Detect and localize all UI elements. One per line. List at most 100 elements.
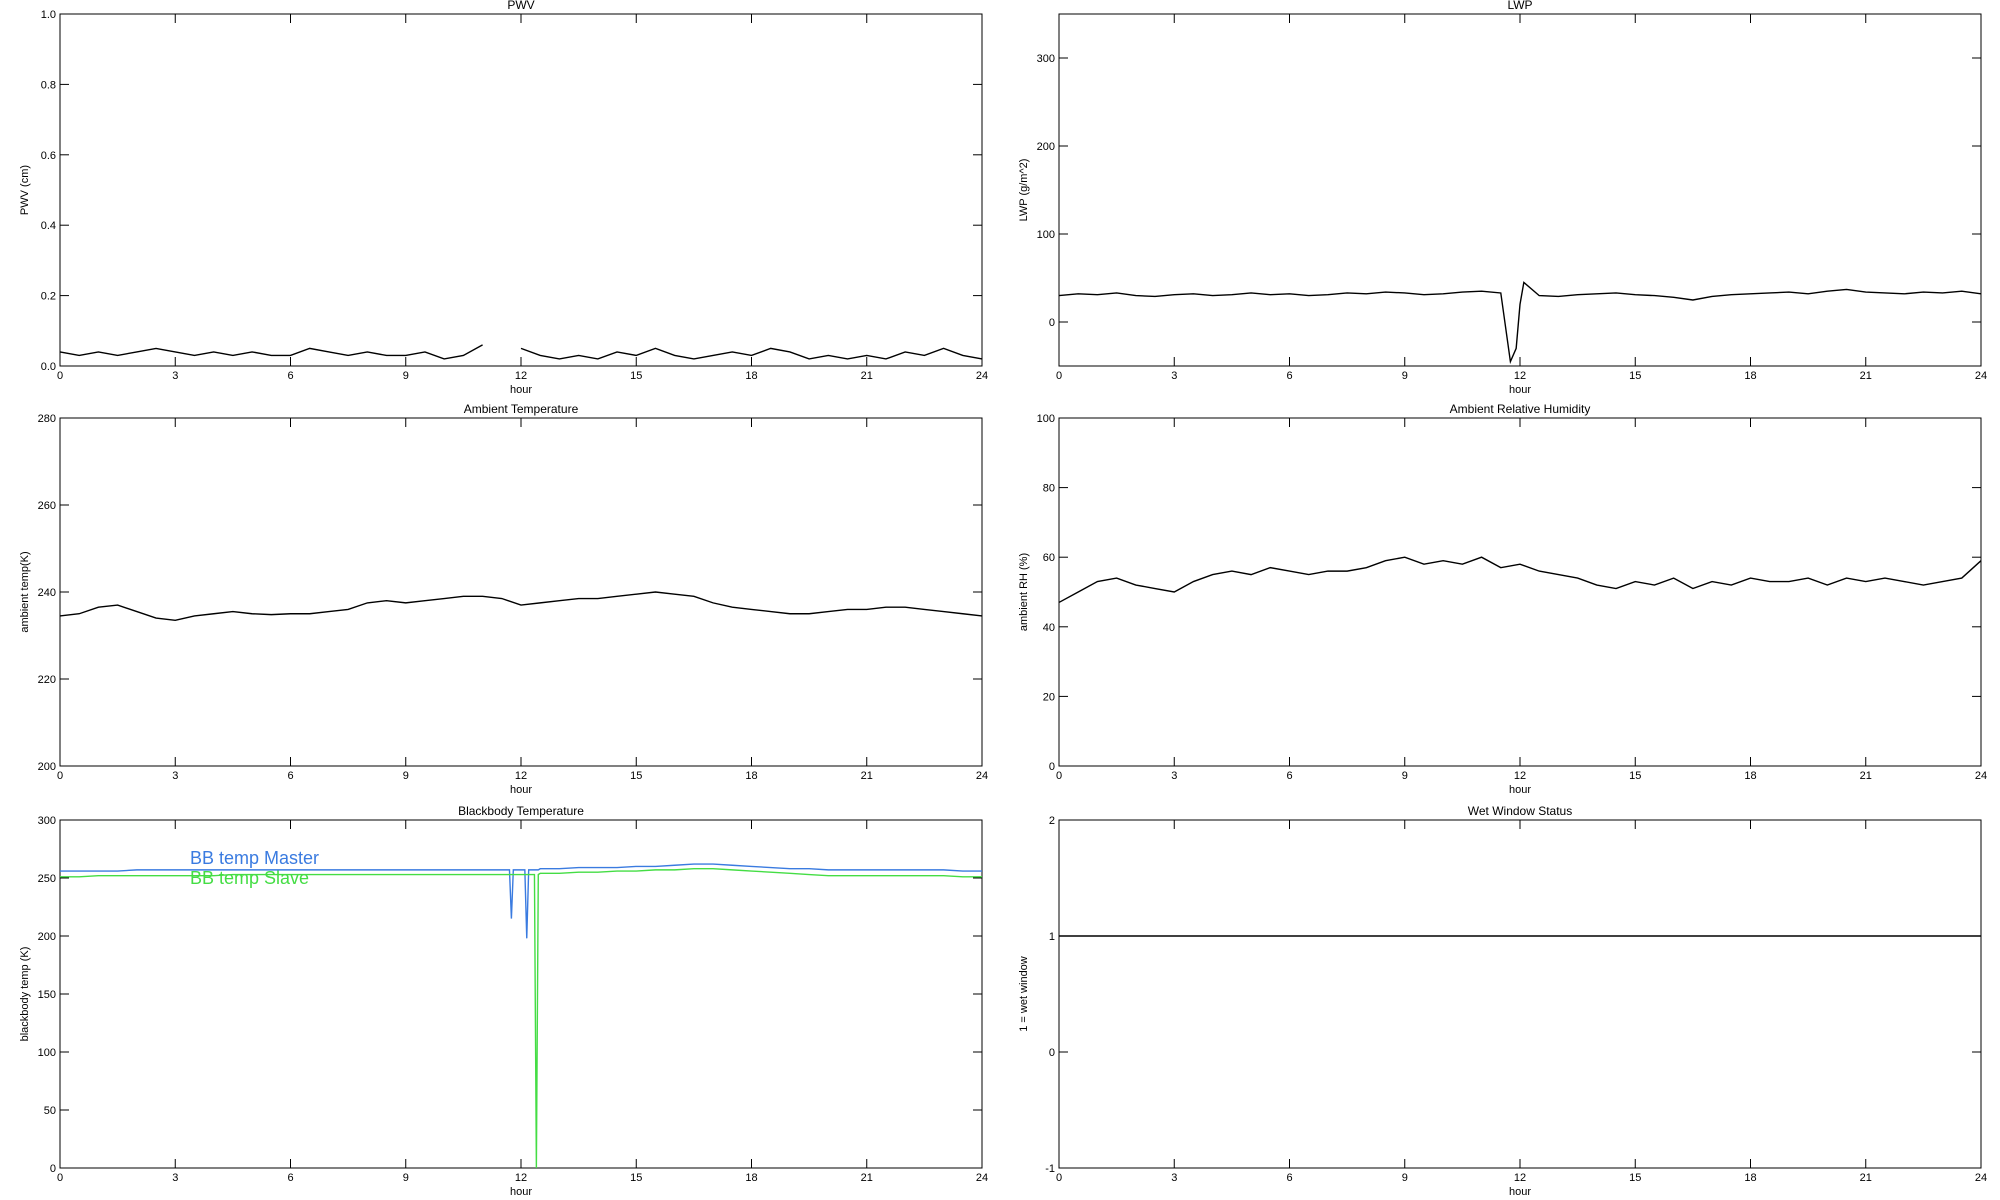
x-tick-label: 0 <box>1056 370 1062 382</box>
y-tick-label: 300 <box>38 815 56 827</box>
y-tick-label: 0.0 <box>41 361 56 373</box>
x-tick-label: 12 <box>515 1172 527 1184</box>
x-tick-label: 18 <box>1744 370 1756 382</box>
x-tick-label: 21 <box>861 370 873 382</box>
y-tick-label: 240 <box>38 587 56 599</box>
x-tick-label: 6 <box>287 770 293 782</box>
y-axis-label: PWV (cm) <box>19 165 31 215</box>
x-tick-label: 3 <box>1171 370 1177 382</box>
y-tick-label: 80 <box>1043 483 1055 495</box>
x-tick-label: 18 <box>1744 1172 1756 1184</box>
x-tick-label: 24 <box>976 770 988 782</box>
y-tick-label: 60 <box>1043 552 1055 564</box>
x-tick-label: 12 <box>515 770 527 782</box>
y-tick-label: 1 <box>1049 931 1055 943</box>
plot-frame <box>1058 417 1982 767</box>
data-line <box>59 344 983 360</box>
plot-frame <box>1058 819 1982 1169</box>
x-tick-label: 6 <box>287 370 293 382</box>
x-tick-label: 6 <box>1286 370 1292 382</box>
x-tick-label: 24 <box>1975 770 1987 782</box>
y-tick-label: 200 <box>1037 141 1055 153</box>
y-tick-label: 0.6 <box>41 150 56 162</box>
chart-panel: Blackbody Temperature hour blackbody temp … <box>19 804 988 1198</box>
y-tick-label: 250 <box>38 873 56 885</box>
x-tick-label: 0 <box>57 1172 63 1184</box>
x-tick-label: 15 <box>630 770 642 782</box>
y-axis-label: ambient temp(K) <box>19 551 31 632</box>
x-tick-label: 9 <box>1402 370 1408 382</box>
chart-panel: Ambient Temperature hour ambient temp(K) 0 3… <box>19 402 988 796</box>
chart-panel: PWV hour PWV (cm) 0 3 6 9 12 15 18 21 24 0.0 0.2 0.4 0.… <box>19 0 988 396</box>
plot-frame <box>59 13 983 367</box>
chart-title: Ambient Relative Humidity <box>1450 402 1591 416</box>
chart-title: Ambient Temperature <box>464 402 579 416</box>
y-tick-label: 300 <box>1037 53 1055 65</box>
chart-title: PWV <box>507 0 534 12</box>
x-tick-label: 15 <box>630 1172 642 1184</box>
x-tick-label: 12 <box>515 370 527 382</box>
x-tick-label: 18 <box>745 770 757 782</box>
x-tick-label: 6 <box>287 1172 293 1184</box>
x-tick-label: 15 <box>1629 1172 1641 1184</box>
x-tick-label: 6 <box>1286 1172 1292 1184</box>
y-tick-label: 40 <box>1043 622 1055 634</box>
y-tick-label: 0.2 <box>41 291 56 303</box>
legend-entry: BB temp Master <box>190 848 319 868</box>
y-axis-label: ambient RH (%) <box>1018 553 1030 631</box>
y-tick-label: -1 <box>1045 1163 1055 1175</box>
y-tick-label: 0 <box>1049 1047 1055 1059</box>
chart-title: Blackbody Temperature <box>458 804 584 818</box>
x-tick-label: 24 <box>1975 1172 1987 1184</box>
y-tick-label: 280 <box>38 413 56 425</box>
y-tick-label: 0 <box>1049 761 1055 773</box>
y-tick-label: 200 <box>38 761 56 773</box>
x-tick-label: 9 <box>1402 770 1408 782</box>
x-tick-label: 18 <box>745 370 757 382</box>
x-tick-label: 3 <box>1171 770 1177 782</box>
y-tick-label: 260 <box>38 500 56 512</box>
x-tick-label: 3 <box>1171 1172 1177 1184</box>
x-tick-label: 24 <box>976 1172 988 1184</box>
x-tick-label: 3 <box>172 1172 178 1184</box>
x-axis-label: hour <box>510 1186 532 1198</box>
x-axis-label: hour <box>1509 1186 1531 1198</box>
x-tick-label: 21 <box>1860 370 1872 382</box>
x-tick-label: 15 <box>1629 370 1641 382</box>
y-tick-label: 200 <box>38 931 56 943</box>
plot-frame <box>59 417 983 767</box>
data-line <box>1058 281 1982 365</box>
y-axis-label: 1 = wet window <box>1018 956 1030 1032</box>
y-tick-label: 100 <box>1037 229 1055 241</box>
y-tick-label: 150 <box>38 989 56 1001</box>
x-tick-label: 9 <box>1402 1172 1408 1184</box>
y-tick-label: 20 <box>1043 691 1055 703</box>
data-line <box>60 863 982 939</box>
x-tick-label: 12 <box>1514 770 1526 782</box>
y-axis-label: blackbody temp (K) <box>19 947 31 1042</box>
y-axis-label: LWP (g/m^2) <box>1018 159 1030 222</box>
x-tick-label: 21 <box>861 1172 873 1184</box>
x-tick-label: 3 <box>172 770 178 782</box>
x-tick-label: 12 <box>1514 370 1526 382</box>
chart-panel: LWP hour LWP (g/m^2) 0 3 6 9 12 15 18 21 24 0 100 200 3… <box>1018 0 1987 396</box>
y-tick-label: 0 <box>1049 317 1055 329</box>
x-tick-label: 0 <box>1056 1172 1062 1184</box>
x-tick-label: 21 <box>1860 1172 1872 1184</box>
x-tick-label: 12 <box>1514 1172 1526 1184</box>
x-axis-label: hour <box>510 384 532 396</box>
y-tick-label: 100 <box>38 1047 56 1059</box>
x-tick-label: 6 <box>1286 770 1292 782</box>
y-tick-label: 220 <box>38 674 56 686</box>
x-tick-label: 18 <box>1744 770 1756 782</box>
x-tick-label: 9 <box>403 1172 409 1184</box>
x-tick-label: 0 <box>57 770 63 782</box>
y-tick-label: 2 <box>1049 815 1055 827</box>
x-tick-label: 0 <box>1056 770 1062 782</box>
data-line <box>1058 556 1982 604</box>
x-tick-label: 3 <box>172 370 178 382</box>
x-tick-label: 15 <box>630 370 642 382</box>
x-axis-label: hour <box>1509 784 1531 796</box>
